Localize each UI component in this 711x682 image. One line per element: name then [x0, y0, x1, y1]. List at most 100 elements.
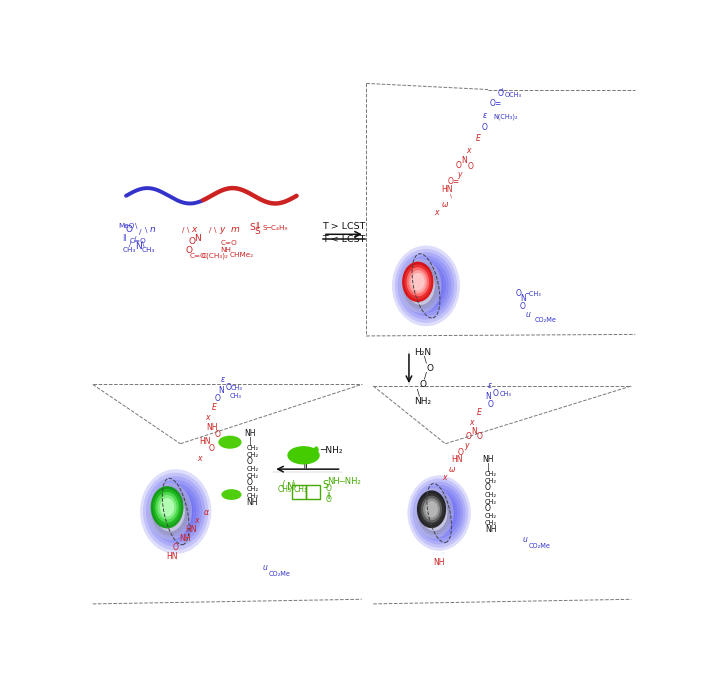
- Text: CH₂: CH₂: [485, 513, 497, 518]
- Text: |: |: [487, 463, 490, 472]
- Ellipse shape: [421, 491, 458, 535]
- Text: O: O: [209, 444, 215, 453]
- Text: MeO: MeO: [118, 223, 134, 229]
- Ellipse shape: [415, 488, 454, 538]
- Text: O: O: [493, 389, 498, 398]
- Text: N: N: [471, 428, 478, 436]
- Text: CH₃: CH₃: [294, 486, 308, 494]
- Ellipse shape: [415, 272, 437, 299]
- Text: CH₂: CH₂: [485, 492, 497, 498]
- Text: O: O: [468, 162, 474, 171]
- Ellipse shape: [164, 497, 188, 526]
- Text: O: O: [188, 237, 195, 246]
- Text: HN: HN: [442, 185, 453, 194]
- Text: CH₂: CH₂: [246, 445, 258, 451]
- Ellipse shape: [421, 496, 442, 523]
- Text: ω: ω: [449, 465, 455, 474]
- Text: S─C₄H₉: S─C₄H₉: [262, 226, 288, 231]
- Text: \: \: [135, 223, 138, 229]
- Text: HN: HN: [451, 455, 463, 464]
- Text: NH─NH₂: NH─NH₂: [328, 477, 361, 486]
- Text: ε: ε: [220, 375, 225, 384]
- Text: N(CH₃)₂: N(CH₃)₂: [493, 113, 518, 119]
- Text: /: /: [139, 229, 141, 235]
- Text: ||: ||: [255, 222, 260, 228]
- Ellipse shape: [152, 484, 200, 539]
- Text: m: m: [230, 225, 240, 234]
- Ellipse shape: [151, 486, 183, 529]
- Text: O: O: [466, 432, 471, 441]
- Text: /: /: [424, 371, 427, 381]
- Text: O: O: [246, 457, 252, 466]
- Text: NH: NH: [483, 455, 494, 464]
- Text: ─NH₂: ─NH₂: [320, 446, 342, 455]
- Ellipse shape: [402, 262, 434, 302]
- Ellipse shape: [411, 273, 424, 291]
- Ellipse shape: [410, 479, 469, 548]
- Ellipse shape: [403, 259, 449, 313]
- Text: NH: NH: [207, 423, 218, 432]
- Text: NH: NH: [485, 524, 496, 533]
- Text: O: O: [476, 432, 482, 441]
- Text: CH₂: CH₂: [485, 478, 497, 484]
- Text: NH: NH: [244, 429, 255, 438]
- Ellipse shape: [403, 263, 438, 309]
- Ellipse shape: [406, 263, 446, 310]
- Text: u: u: [262, 563, 267, 572]
- Text: O: O: [186, 246, 193, 255]
- Text: x: x: [434, 208, 439, 217]
- Text: O: O: [520, 302, 525, 311]
- Text: N: N: [194, 234, 201, 243]
- Polygon shape: [304, 447, 319, 456]
- Text: O: O: [126, 225, 133, 234]
- Ellipse shape: [153, 489, 181, 525]
- Text: T > LCST: T > LCST: [322, 222, 365, 231]
- Text: \: \: [424, 356, 427, 365]
- Text: E: E: [477, 409, 482, 417]
- Ellipse shape: [221, 489, 242, 500]
- Text: y: y: [464, 441, 469, 449]
- Polygon shape: [288, 447, 319, 464]
- Text: C(CH₃)₂: C(CH₃)₂: [202, 252, 229, 259]
- Text: NH₂: NH₂: [415, 397, 432, 406]
- Text: \: \: [146, 227, 148, 233]
- Text: /: /: [129, 241, 132, 247]
- Text: NH: NH: [178, 534, 191, 543]
- Text: CH₂: CH₂: [246, 486, 258, 492]
- Text: CH₂: CH₂: [246, 493, 258, 499]
- Text: E: E: [212, 403, 217, 412]
- Text: O: O: [482, 123, 488, 132]
- Text: O: O: [215, 430, 220, 439]
- Text: HN: HN: [166, 552, 178, 561]
- Ellipse shape: [151, 488, 188, 535]
- Ellipse shape: [155, 492, 185, 531]
- Ellipse shape: [423, 499, 440, 520]
- Ellipse shape: [407, 267, 429, 297]
- Ellipse shape: [392, 246, 460, 326]
- Ellipse shape: [409, 270, 427, 293]
- Ellipse shape: [159, 496, 181, 527]
- Ellipse shape: [412, 269, 440, 303]
- Ellipse shape: [417, 490, 447, 528]
- Text: S: S: [322, 479, 328, 490]
- Text: CH₂: CH₂: [485, 471, 497, 477]
- Ellipse shape: [407, 475, 471, 551]
- Ellipse shape: [429, 501, 450, 526]
- Text: /: /: [134, 236, 137, 242]
- Text: |: |: [249, 436, 251, 446]
- Text: O: O: [456, 161, 461, 170]
- Ellipse shape: [423, 494, 455, 532]
- Text: CH₂: CH₂: [485, 499, 497, 505]
- Text: /: /: [209, 227, 211, 233]
- Text: N: N: [461, 156, 467, 166]
- Text: \: \: [502, 87, 504, 92]
- Text: n: n: [150, 225, 156, 234]
- Ellipse shape: [424, 499, 444, 527]
- Ellipse shape: [400, 258, 442, 313]
- Text: CO₂Me: CO₂Me: [535, 317, 557, 323]
- Text: T < LCST: T < LCST: [322, 235, 365, 244]
- Ellipse shape: [406, 267, 435, 305]
- Text: ε: ε: [483, 111, 487, 120]
- Text: CH₂: CH₂: [246, 452, 258, 458]
- Text: O: O: [488, 400, 494, 409]
